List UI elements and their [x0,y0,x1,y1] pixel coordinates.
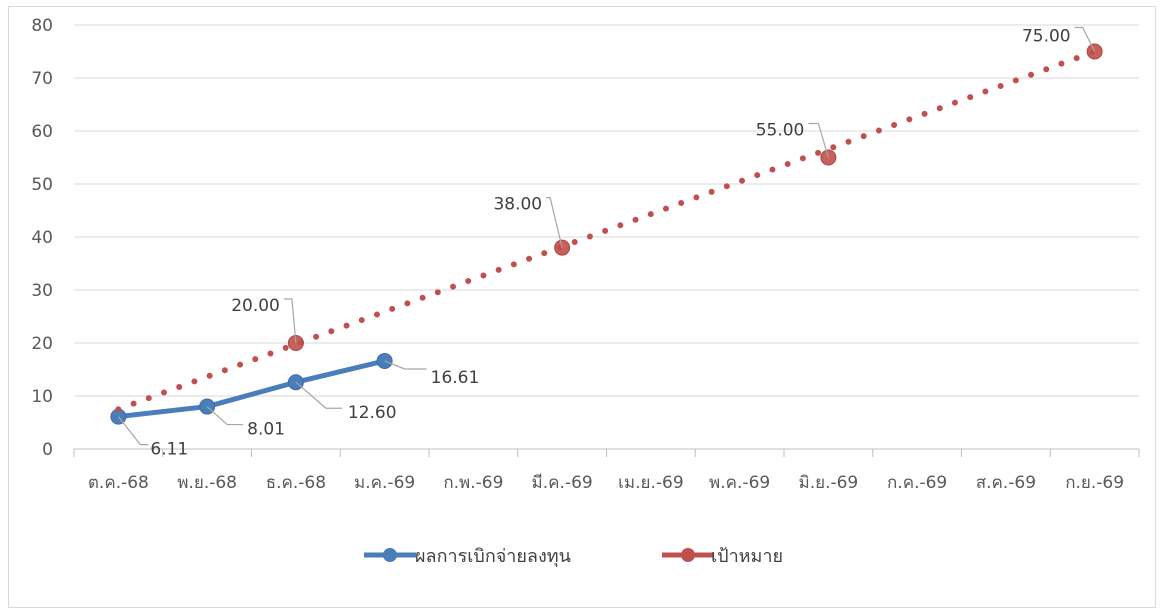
x-tick-label: ก.ย.-69 [1065,473,1124,493]
legend-swatch-marker [681,548,695,562]
legend-label: เป้าหมาย [711,546,783,567]
x-tick-label: ก.พ.-69 [443,473,503,493]
leader-line [283,298,297,344]
series [110,43,1103,425]
y-tick-labels: 0 10 20 30 40 50 60 70 80 [31,16,53,460]
data-label: 20.00 [231,296,280,316]
leader-line [546,197,563,248]
leader-line [295,381,342,409]
leader-line [1074,26,1096,52]
data-label: 16.61 [431,368,480,388]
data-labels: 6.11 8.01 12.60 16.61 20.00 38.00 55.00 75.00 [117,26,1096,460]
x-tick-label: พ.ค.-69 [709,473,770,493]
y-tick-label: 50 [31,175,53,195]
x-tick-label: ส.ค.-69 [976,473,1036,493]
y-tick-label: 60 [31,122,53,142]
data-label: 75.00 [1022,27,1071,47]
data-label: 55.00 [756,121,805,141]
series-line [115,48,1098,413]
legend-item-0: ผลการเบิกจ่ายลงทุน [364,546,571,567]
legend-label: ผลการเบิกจ่ายลงทุน [415,546,571,567]
line-chart: 0 10 20 30 40 50 60 70 80 ต.ค.-68 พ.ย.-68 ธ.ค.-68 ม… [31,16,1140,567]
gridlines [74,24,1139,397]
leader-line [206,406,244,426]
x-tick-label: ธ.ค.-68 [266,473,326,493]
x-tick-label: มี.ค.-69 [532,473,593,493]
legend: ผลการเบิกจ่ายลงทุน เป้าหมาย [364,546,783,567]
x-tick-label: ต.ค.-68 [88,473,149,493]
y-tick-label: 70 [31,69,53,89]
chart-frame: 0 10 20 30 40 50 60 70 80 ต.ค.-68 พ.ย.-68 ธ.ค.-68 ม… [8,6,1156,608]
y-tick-label: 30 [31,281,53,301]
x-tick-label: พ.ย.-68 [177,473,237,493]
series-1 [115,43,1103,413]
axes [73,448,1140,457]
data-label: 8.01 [247,420,285,440]
x-tick-label: มิ.ย.-69 [799,473,859,493]
leader-line [384,360,427,370]
data-label: 6.11 [150,440,188,460]
x-tick-label: ก.ค.-69 [887,473,947,493]
data-label: 12.60 [348,403,397,423]
leader-line [808,122,829,158]
x-tick-label: ม.ค.-69 [354,473,415,493]
y-tick-label: 40 [31,228,53,248]
x-tick-labels: ต.ค.-68 พ.ย.-68 ธ.ค.-68 ม.ค.-69 ก.พ.-69 มี.ค.… [88,473,1124,493]
legend-swatch-marker [383,548,397,562]
data-label: 38.00 [493,195,542,215]
x-tick-label: เม.ย.-69 [618,473,684,493]
y-tick-label: 10 [31,387,53,407]
series-line [115,358,388,420]
leader-line [117,416,149,446]
y-tick-label: 20 [31,334,53,354]
y-tick-label: 0 [42,440,53,460]
y-tick-label: 80 [31,16,53,36]
legend-item-1: เป้าหมาย [662,546,783,567]
